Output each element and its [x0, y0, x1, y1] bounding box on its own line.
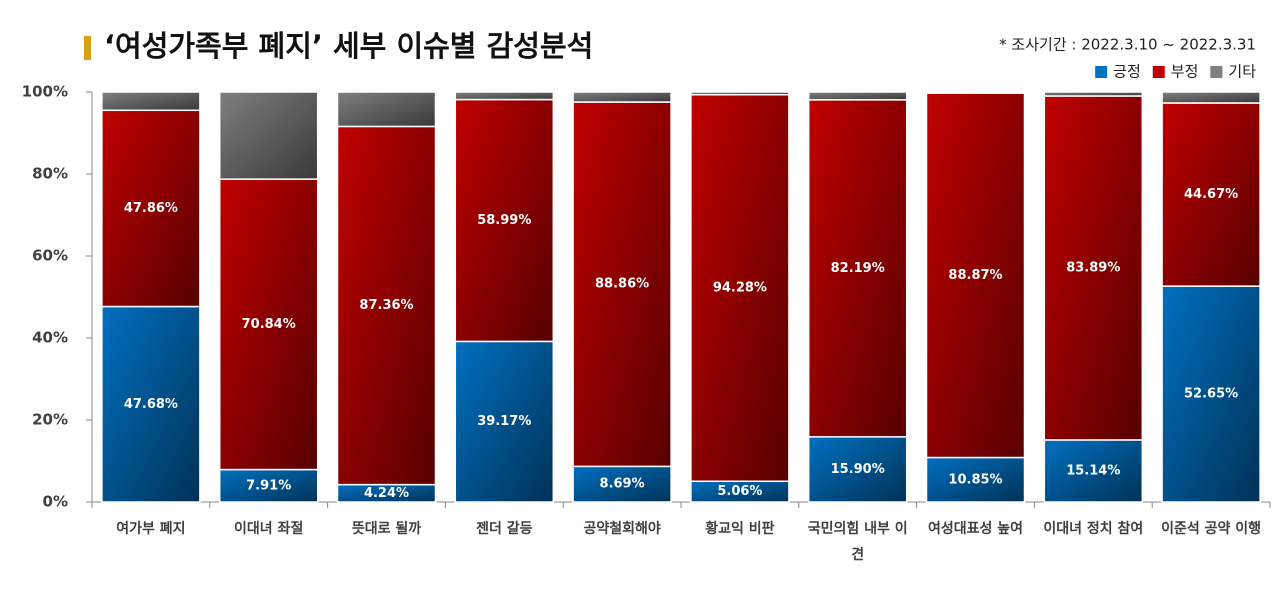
bar-segment	[218, 91, 319, 180]
data-label: 15.14%	[1066, 463, 1120, 478]
bar-segment	[572, 101, 672, 468]
bar-segment	[218, 468, 319, 503]
bar-segment	[1161, 285, 1261, 503]
bar-segment	[690, 91, 790, 96]
bar-segment	[925, 91, 1026, 94]
x-tick-label: 국민의힘 내부 이견	[807, 521, 908, 563]
bar-segment	[807, 91, 908, 101]
data-label: 5.06%	[717, 484, 762, 499]
title-marker	[84, 36, 91, 60]
x-tick-label: 황교익 비판	[705, 521, 775, 537]
data-label: 8.69%	[600, 477, 645, 492]
data-label: 94.28%	[713, 280, 767, 295]
bar-segment	[807, 99, 908, 438]
bar-segment	[101, 109, 201, 308]
bar-segment	[1043, 91, 1144, 97]
chart-subtitle: * 조사기간 : 2022.3.10 ~ 2022.3.31	[999, 36, 1256, 54]
data-label: 82.19%	[831, 261, 885, 276]
data-label: 52.65%	[1184, 387, 1238, 402]
legend-swatch	[1210, 66, 1223, 78]
data-label: 4.24%	[364, 486, 409, 501]
x-tick-label: 이대녀 좌절	[234, 521, 304, 537]
bar-segment	[572, 91, 672, 103]
bar-segment	[925, 456, 1026, 503]
y-tick-label: 80%	[32, 165, 68, 183]
bar-segment	[1161, 102, 1261, 287]
y-tick-label: 0%	[43, 493, 68, 511]
legend-label: 긍정	[1113, 63, 1141, 81]
legend-swatch	[1095, 66, 1108, 78]
data-label: 47.68%	[124, 397, 178, 412]
bar-segment	[807, 436, 908, 503]
bar-segment	[690, 93, 790, 483]
x-tick-label: 이대녀 정치 참여	[1043, 521, 1144, 537]
bar-segment	[454, 91, 555, 101]
data-label: 58.99%	[477, 213, 531, 228]
data-label: 87.36%	[359, 298, 413, 313]
x-tick-label: 이준석 공약 이행	[1161, 521, 1262, 537]
data-label: 15.90%	[831, 462, 885, 477]
data-label: 83.89%	[1066, 260, 1120, 275]
data-label: 39.17%	[477, 414, 531, 429]
x-tick-label: 여가부 폐지	[116, 521, 186, 537]
bar-segment	[1161, 91, 1261, 104]
x-tick-label: 뜻대로 될까	[351, 521, 422, 537]
data-label: 88.87%	[948, 268, 1002, 283]
bar-segment	[925, 92, 1026, 459]
data-label: 47.86%	[124, 201, 178, 216]
y-tick-label: 60%	[32, 247, 68, 265]
data-label: 70.84%	[242, 317, 296, 332]
data-label: 10.85%	[948, 472, 1002, 487]
y-tick-label: 40%	[32, 329, 68, 347]
bar-segment	[1043, 95, 1144, 441]
bar-segment	[218, 178, 319, 471]
y-tick-label: 100%	[22, 83, 68, 101]
bar-segment	[1043, 439, 1144, 503]
data-label: 7.91%	[246, 478, 291, 493]
legend-label: 부정	[1171, 63, 1199, 81]
x-tick-label: 젠더 갈등	[476, 521, 533, 537]
data-label: 44.67%	[1184, 187, 1238, 202]
x-tick-label: 공약철회해야	[583, 521, 661, 537]
bar-segment	[336, 91, 437, 128]
chart-title: ‘여성가족부 폐지’ 세부 이슈별 감성분석	[104, 29, 593, 63]
y-tick-label: 20%	[32, 411, 68, 429]
data-label: 88.86%	[595, 277, 649, 292]
legend-label: 기타	[1228, 63, 1256, 81]
bar-segment	[454, 98, 555, 343]
legend-swatch	[1152, 66, 1165, 78]
x-tick-label: 여성대표성 높여	[927, 521, 1024, 537]
bar-segment	[336, 125, 437, 486]
bar-segment	[101, 91, 201, 112]
bar-segment	[454, 340, 555, 503]
